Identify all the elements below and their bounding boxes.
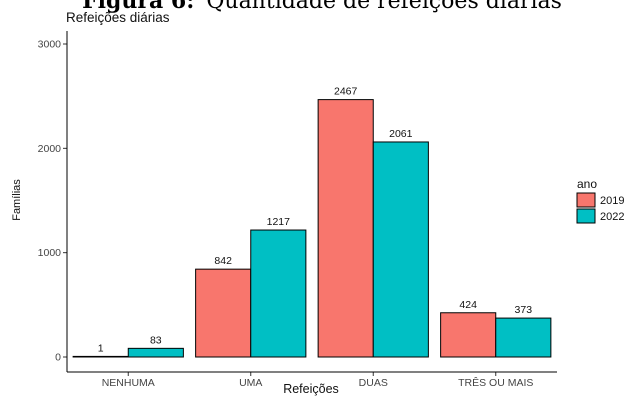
bar	[127, 347, 184, 358]
bar	[195, 268, 252, 358]
chart-title: Refeições diárias	[66, 10, 170, 25]
figure-caption-text: Quantidade de refeições diárias	[206, 0, 562, 14]
y-tick-label: 2000	[38, 143, 62, 155]
bar	[250, 229, 307, 358]
bar-data-label: 2061	[389, 128, 413, 140]
y-tick-label: 0	[55, 352, 61, 364]
bar-data-label: 842	[214, 255, 232, 267]
bar-data-label: 1217	[267, 216, 291, 228]
bar	[495, 317, 552, 358]
bar-data-label: 424	[459, 299, 477, 311]
x-tick-label: UMA	[239, 377, 262, 389]
x-tick-label: TRÊS OU MAIS	[458, 376, 533, 389]
x-tick-label: DUAS	[359, 377, 388, 389]
legend-swatch	[576, 208, 596, 224]
x-axis-title: Refeições	[283, 382, 339, 396]
legend-label: 2019	[600, 195, 624, 207]
legend-swatch	[576, 192, 596, 208]
y-tick-label: 1000	[38, 247, 62, 259]
bar-data-label: 2467	[334, 86, 358, 98]
bar-data-label: 1	[98, 342, 104, 354]
y-axis-title: Famílias	[11, 179, 23, 221]
figure-caption: Figura 6: Quantidade de refeições diária…	[82, 0, 562, 14]
legend: ano 2019 2022	[576, 177, 624, 224]
legend-label: 2022	[600, 211, 624, 223]
bar-data-label: 373	[515, 304, 533, 316]
y-tick-label: 3000	[38, 39, 62, 51]
bar	[72, 355, 129, 358]
bar	[440, 312, 497, 358]
bar-data-label: 83	[150, 334, 162, 346]
bar	[372, 141, 429, 358]
figure-caption-prefix: Figura 6:	[82, 0, 194, 14]
plot-area: 0 1000 2000 3000 1 83 NENHUMA 842 1217 UMA 2467 206…	[38, 39, 552, 389]
bar	[317, 99, 374, 358]
x-tick-label: NENHUMA	[102, 377, 155, 389]
legend-title: ano	[577, 177, 597, 191]
